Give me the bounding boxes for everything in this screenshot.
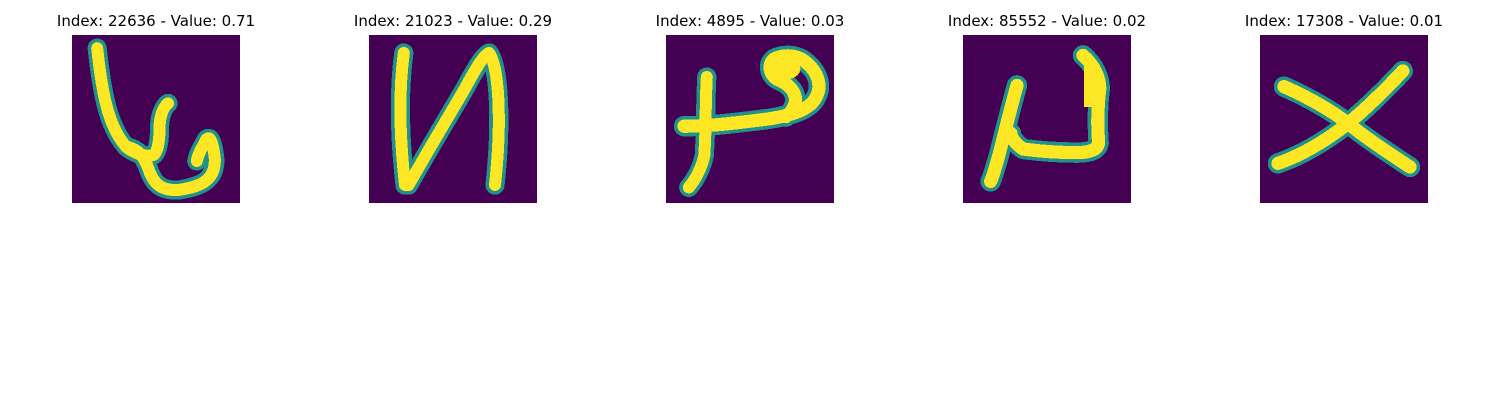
panel-title: Index: 21023 - Value: 0.29: [353, 12, 553, 30]
panel-title: Index: 17308 - Value: 0.01: [1244, 12, 1444, 30]
panel-1: Index: 22636 - Value: 0.71: [26, 10, 286, 210]
panel-title: Index: 85552 - Value: 0.02: [947, 12, 1147, 30]
panel-title: Index: 22636 - Value: 0.71: [56, 12, 256, 30]
handwritten-glyph-image: [72, 35, 240, 203]
handwritten-glyph-image: [963, 35, 1131, 203]
panel-3: Index: 4895 - Value: 0.03: [620, 10, 880, 210]
panel-2: Index: 21023 - Value: 0.29: [323, 10, 583, 210]
handwritten-glyph-image: [666, 35, 834, 203]
panel-title: Index: 4895 - Value: 0.03: [655, 12, 845, 30]
handwritten-glyph-image: [369, 35, 537, 203]
handwritten-glyph-image: [1260, 35, 1428, 203]
panel-4: Index: 85552 - Value: 0.02: [917, 10, 1177, 210]
panel-5: Index: 17308 - Value: 0.01: [1214, 10, 1474, 210]
